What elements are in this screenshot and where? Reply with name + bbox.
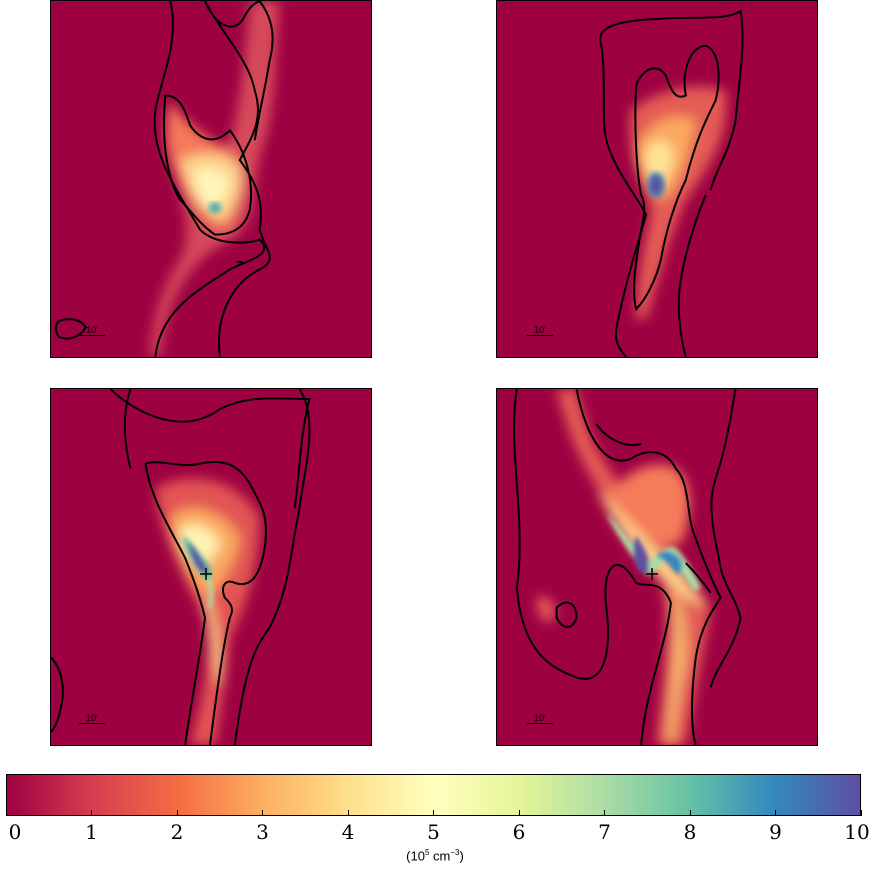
colorbar-tick-label: 2 (170, 820, 184, 844)
map-panel-bottom-right: 10′ (496, 388, 818, 746)
colorbar-tick (860, 810, 862, 816)
colorbar-tick (604, 810, 605, 816)
colorbar-label-prefix: (10 (406, 848, 425, 864)
density-map-top-left (54, 1, 280, 357)
scale-bar-line (79, 335, 105, 336)
colorbar-tick (347, 810, 349, 816)
scale-bar-top-left: 10′ (79, 326, 105, 336)
colorbar-label-unit: cm (429, 848, 451, 864)
colorbar-tick (689, 810, 691, 816)
density-map-top-right (599, 9, 744, 357)
scale-bar-line (79, 723, 105, 724)
position-marker-cross (646, 567, 658, 580)
scale-bar-line (527, 723, 553, 724)
colorbar-tick-label: 5 (427, 820, 440, 844)
scale-bar-label: 10′ (534, 325, 546, 335)
colorbar-tick (5, 810, 7, 816)
colorbar-tick-label: 7 (598, 820, 611, 844)
density-map-bottom-left (51, 389, 311, 745)
colorbar-tick-label: 4 (341, 820, 355, 844)
scale-bar-label: 10′ (86, 713, 98, 723)
colorbar-label-exponent: 5 (424, 848, 430, 857)
colorbar-tick-label: 6 (512, 820, 526, 844)
scale-bar-label: 10′ (534, 713, 546, 723)
colorbar-tick-label: 8 (683, 820, 697, 844)
position-marker-cross (200, 567, 212, 580)
colorbar-label-suffix: ) (459, 848, 464, 864)
colorbar-tick (433, 810, 434, 816)
map-panel-top-left: 10′ (50, 0, 372, 358)
colorbar-tick (262, 810, 263, 816)
colorbar-tick-label: 3 (256, 820, 269, 844)
colorbar-tick-label: 0 (8, 820, 22, 844)
colorbar-tick (91, 810, 92, 816)
colorbar-tick (176, 810, 178, 816)
map-panel-top-right: 10′ (496, 0, 818, 358)
colorbar-tick-label: 9 (769, 820, 782, 844)
colorbar-label: (105 cm−3) (350, 848, 520, 863)
colorbar-tick-label: 1 (85, 820, 98, 844)
colorbar-label-unit-exponent: −3 (450, 848, 460, 857)
scale-bar-bottom-right: 10′ (527, 714, 553, 724)
scale-bar-label: 10′ (86, 325, 98, 335)
scale-bar-bottom-left: 10′ (79, 714, 105, 724)
map-panel-bottom-left: 10′ (50, 388, 372, 746)
colorbar-tick (775, 810, 776, 816)
scale-bar-line (527, 335, 553, 336)
colorbar-tick (518, 810, 520, 816)
scale-bar-top-right: 10′ (527, 326, 553, 336)
density-map-bottom-right (513, 389, 742, 745)
colorbar-tick-label: 10 (844, 820, 870, 844)
